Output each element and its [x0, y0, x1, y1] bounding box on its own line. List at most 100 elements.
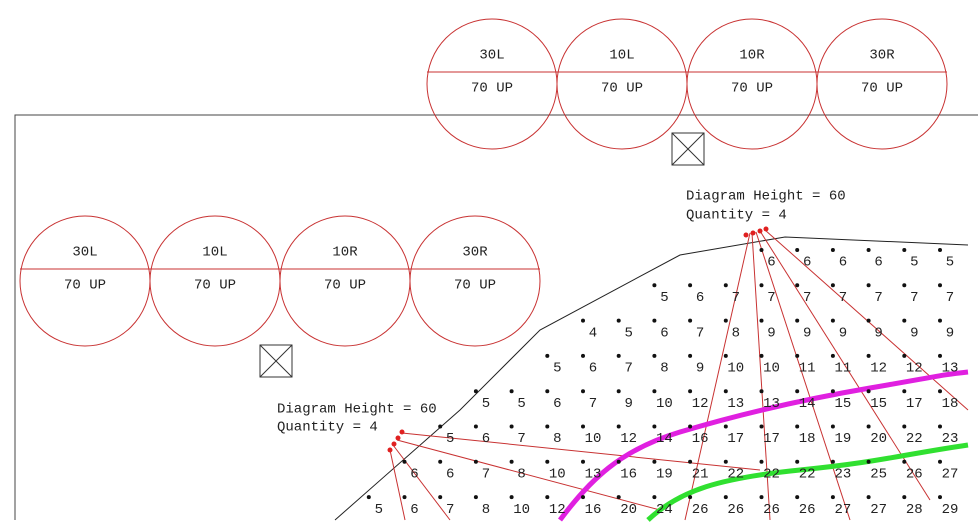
grid-dot — [830, 495, 835, 500]
grid-value: 10 — [656, 396, 673, 412]
grid-value: 26 — [763, 502, 780, 518]
grid-dot — [866, 424, 871, 429]
fan-points — [387, 226, 769, 453]
circle — [409, 215, 541, 347]
grid-value: 8 — [517, 467, 525, 483]
grid-dot — [866, 283, 871, 288]
grid-dot — [652, 318, 657, 323]
grid-value: 12 — [620, 431, 637, 447]
grid-dot — [652, 424, 657, 429]
grid-value: 22 — [727, 467, 744, 483]
grid-value: 7 — [946, 290, 954, 306]
grid-dot — [795, 389, 800, 394]
grid-dot — [938, 318, 942, 323]
grid-value: 9 — [946, 325, 954, 341]
grid-value: 26 — [692, 502, 709, 518]
annotation-height: Diagram Height = 60 — [277, 402, 437, 418]
grid-dot — [688, 353, 693, 358]
grid-dot — [581, 318, 585, 323]
grid-dot — [723, 353, 728, 358]
grid-value: 27 — [870, 502, 887, 518]
border — [14, 114, 978, 520]
grid-dot — [759, 318, 764, 323]
circle-top-label: 30L — [72, 245, 97, 261]
grid-value: 7 — [517, 431, 525, 447]
grid-value: 5 — [517, 396, 525, 412]
grid-value: 8 — [732, 325, 740, 341]
grid-value: 6 — [660, 325, 668, 341]
grid-dot — [795, 283, 800, 288]
grid-dot — [581, 459, 585, 464]
grid-value: 9 — [839, 325, 847, 341]
grid-value: 18 — [942, 396, 959, 412]
annotation-quantity: Quantity = 4 — [277, 420, 378, 436]
grid-dot — [545, 459, 550, 464]
grid-dot — [902, 318, 907, 323]
grid-dot — [581, 353, 585, 358]
grid-value: 5 — [660, 290, 668, 306]
grid-dot — [545, 495, 550, 500]
grid-value: 6 — [839, 255, 847, 271]
circle-top-label: 10R — [332, 245, 358, 261]
grid-value: 21 — [692, 467, 709, 483]
grid-value: 19 — [656, 467, 673, 483]
grid-value: 7 — [482, 467, 490, 483]
grid-value: 6 — [446, 467, 454, 483]
grid-dot — [438, 424, 443, 429]
magenta-contour — [558, 369, 969, 522]
grid-value: 22 — [906, 431, 923, 447]
grid-dot — [688, 283, 693, 288]
grid-dot — [509, 389, 514, 394]
grid-dot — [652, 283, 657, 288]
grid-dot — [473, 495, 478, 500]
grid-dot — [759, 283, 764, 288]
grid-dot — [795, 495, 800, 500]
grid-value: 5 — [946, 255, 954, 271]
circle-top-label: 10R — [739, 48, 765, 64]
grid-value: 7 — [910, 290, 918, 306]
grid-dot — [866, 318, 871, 323]
grid-dot — [509, 459, 514, 464]
grid-dot — [473, 424, 478, 429]
annotation-height: Diagram Height = 60 — [686, 189, 846, 205]
grid-value: 14 — [799, 396, 816, 412]
grid-dot — [938, 248, 942, 252]
grid-value: 9 — [767, 325, 775, 341]
grid-dot — [830, 459, 835, 464]
grid-dot — [509, 495, 514, 500]
grid-value: 7 — [732, 290, 740, 306]
grid-value: 11 — [834, 361, 851, 377]
grid-value: 22 — [763, 467, 780, 483]
grid-value: 5 — [553, 361, 561, 377]
grid-value: 7 — [767, 290, 775, 306]
grid-dot — [902, 248, 907, 252]
circle-top-label: 10L — [609, 48, 634, 64]
grid-dot — [830, 318, 835, 323]
grid-dot — [866, 389, 871, 394]
grid-dot — [830, 283, 835, 288]
grid-value: 12 — [870, 361, 887, 377]
grid-value: 18 — [799, 431, 816, 447]
circle-bottom-label: 70 UP — [471, 81, 513, 97]
grid-value: 9 — [624, 396, 632, 412]
grid-value: 8 — [553, 431, 561, 447]
grid-dot — [616, 424, 621, 429]
grid-dot — [545, 424, 550, 429]
grid-value: 7 — [624, 361, 632, 377]
grid-value: 6 — [410, 467, 418, 483]
grid-value: 15 — [834, 396, 851, 412]
circle-bottom-label: 70 UP — [454, 278, 496, 294]
grid-value: 10 — [513, 502, 530, 518]
grid-value: 6 — [482, 431, 490, 447]
grid-value: 17 — [906, 396, 923, 412]
circle-top-label: 30R — [869, 48, 895, 64]
grid-dot — [438, 495, 443, 500]
grid-value: 6 — [696, 290, 704, 306]
grid-value: 7 — [839, 290, 847, 306]
grid-dot — [723, 424, 728, 429]
grid-dot — [830, 424, 835, 429]
grid-value: 4 — [589, 325, 597, 341]
grid-dot — [795, 248, 800, 252]
grid-dot — [795, 459, 800, 464]
grid-value: 17 — [763, 431, 780, 447]
